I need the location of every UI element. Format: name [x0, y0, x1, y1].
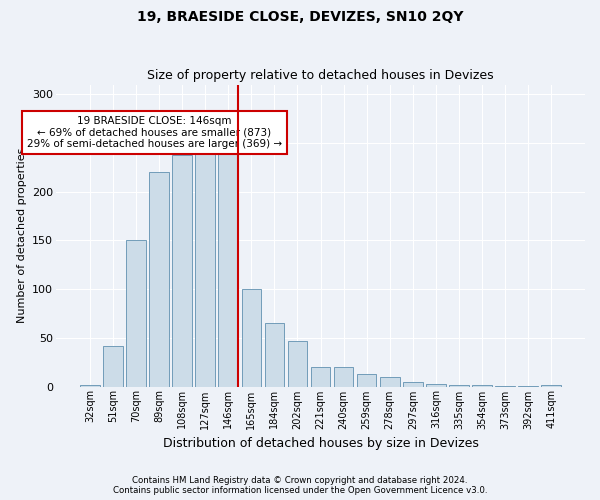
X-axis label: Distribution of detached houses by size in Devizes: Distribution of detached houses by size … — [163, 437, 478, 450]
Bar — [218, 135, 238, 386]
Bar — [242, 289, 261, 386]
Bar — [426, 384, 446, 386]
Bar — [287, 340, 307, 386]
Text: 19 BRAESIDE CLOSE: 146sqm
← 69% of detached houses are smaller (873)
29% of semi: 19 BRAESIDE CLOSE: 146sqm ← 69% of detac… — [27, 116, 282, 149]
Bar — [472, 384, 492, 386]
Bar — [172, 154, 192, 386]
Bar — [449, 384, 469, 386]
Bar — [403, 382, 422, 386]
Bar — [541, 384, 561, 386]
Bar — [149, 172, 169, 386]
Title: Size of property relative to detached houses in Devizes: Size of property relative to detached ho… — [147, 69, 494, 82]
Bar — [80, 384, 100, 386]
Bar — [311, 367, 331, 386]
Bar — [126, 240, 146, 386]
Bar — [103, 346, 123, 387]
Bar — [380, 377, 400, 386]
Bar — [196, 135, 215, 386]
Y-axis label: Number of detached properties: Number of detached properties — [17, 148, 26, 323]
Text: 19, BRAESIDE CLOSE, DEVIZES, SN10 2QY: 19, BRAESIDE CLOSE, DEVIZES, SN10 2QY — [137, 10, 463, 24]
Bar — [357, 374, 376, 386]
Bar — [265, 323, 284, 386]
Text: Contains HM Land Registry data © Crown copyright and database right 2024.
Contai: Contains HM Land Registry data © Crown c… — [113, 476, 487, 495]
Bar — [334, 367, 353, 386]
